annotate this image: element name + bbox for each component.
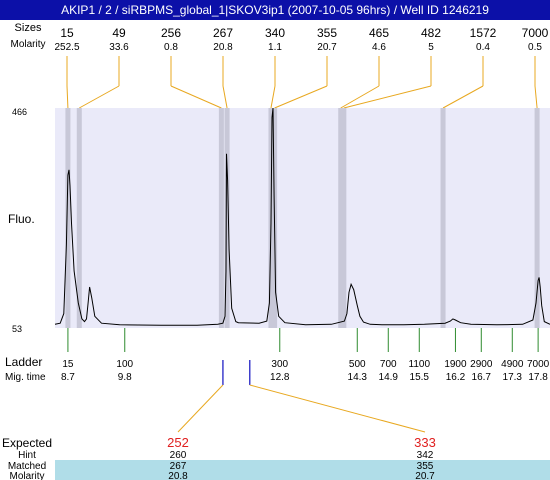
y-axis-label: Fluo. [8, 212, 35, 226]
marker-leader-0 [177, 384, 224, 433]
marker-leader-1 [249, 384, 426, 433]
matched-value-1: 355 [417, 461, 434, 472]
ladder-mig-time-4: 14.9 [379, 372, 399, 383]
ladder-size-8: 4900 [501, 359, 524, 370]
ladder-mig-time-9: 17.8 [528, 372, 548, 383]
ladder-size-7: 2900 [470, 359, 493, 370]
ladder-entries: 15 8.7 100 9.8 300 12.8 500 14.3 700 14.9 1100 15.5… [61, 328, 550, 383]
peak-size-5: 355 [317, 26, 337, 40]
ladder-mig-time-8: 17.3 [503, 372, 523, 383]
ladder-size-0: 15 [62, 359, 74, 370]
peak-molarity-1: 33.6 [109, 42, 129, 53]
ladder-section: Ladder Mig. time 15 8.7 100 9.8 300 12.8 500 14… [5, 328, 550, 383]
ladder-size-6: 1900 [444, 359, 467, 370]
y-axis: 466 53 Fluo. [8, 107, 35, 334]
electropherogram-chart: Sizes Molarity 15252.54933.62560.826720.… [2, 22, 550, 480]
sizes-label: Sizes [15, 22, 42, 34]
plot-area [54, 107, 550, 328]
y-tick-max: 466 [12, 107, 27, 117]
ladder-mig-time-2: 12.8 [270, 372, 290, 383]
peak-leader-lines [66, 56, 538, 109]
molarity-value-0: 20.8 [168, 471, 188, 480]
peak-line-diag-5 [274, 85, 328, 109]
peak-size-8: 1572 [470, 26, 497, 40]
peak-molarity-0: 252.5 [54, 42, 79, 53]
peak-size-6: 465 [369, 26, 389, 40]
peak-molarity-8: 0.4 [476, 42, 490, 53]
ladder-mig-time-3: 14.3 [348, 372, 368, 383]
window-title: AKIP1 / 2 / siRBPMS_global_1|SKOV3ip1 (2… [0, 0, 550, 20]
ladder-size-1: 100 [116, 359, 133, 370]
peak-size-1: 49 [112, 26, 126, 40]
y-tick-min: 53 [12, 324, 22, 334]
peak-line-diag-2 [170, 85, 222, 109]
ladder-mig-time-5: 15.5 [410, 372, 430, 383]
mig-time-label: Mig. time [5, 372, 46, 383]
peak-line-diag-4 [270, 85, 276, 109]
marker-lines [177, 360, 426, 433]
peak-band-3 [224, 108, 230, 328]
peak-band-7 [341, 108, 347, 328]
molarity-row-background [55, 470, 550, 480]
peak-molarity-4: 1.1 [268, 42, 282, 53]
ladder-size-9: 7000 [527, 359, 550, 370]
header-labels: Sizes Molarity [10, 22, 45, 50]
peak-molarity-6: 4.6 [372, 42, 386, 53]
ladder-mig-time-6: 16.2 [446, 372, 466, 383]
peak-line-diag-6 [340, 85, 380, 109]
peak-size-2: 256 [161, 26, 181, 40]
peak-size-3: 267 [213, 26, 233, 40]
matched-row-background [55, 460, 550, 470]
ladder-label: Ladder [5, 355, 42, 369]
hint-value-1: 342 [417, 450, 434, 461]
bottom-molarity-label: Molarity [9, 471, 44, 480]
peak-line-diag-3 [222, 85, 228, 109]
peak-molarity-7: 5 [428, 42, 434, 53]
trace-line [54, 107, 550, 326]
ladder-size-4: 700 [380, 359, 397, 370]
ladder-size-5: 1100 [409, 359, 431, 370]
molarity-label: Molarity [10, 39, 45, 50]
ladder-size-2: 300 [271, 359, 288, 370]
ladder-mig-time-0: 8.7 [61, 372, 75, 383]
plot-background [55, 108, 550, 328]
peak-molarity-5: 20.7 [317, 42, 337, 53]
peak-molarity-9: 0.5 [528, 42, 542, 53]
expected-value-0: 252 [167, 435, 189, 450]
peak-band-0 [65, 108, 71, 328]
ladder-size-3: 500 [349, 359, 366, 370]
peak-band-9 [534, 108, 540, 328]
match-table: Expected Hint Matched Molarity 252260267… [2, 435, 550, 480]
peak-band-6 [338, 108, 344, 328]
ladder-mig-time-1: 9.8 [118, 372, 132, 383]
peak-band-8 [440, 108, 446, 328]
peak-line-diag-1 [79, 85, 120, 109]
peak-band-2 [218, 108, 224, 328]
ladder-mig-time-7: 16.7 [472, 372, 492, 383]
peak-size-9: 7000 [522, 26, 549, 40]
peak-line-diag-0 [66, 85, 69, 109]
peak-size-7: 482 [421, 26, 441, 40]
peak-line-diag-7 [343, 85, 432, 109]
peak-band-1 [76, 108, 82, 328]
peak-molarity-3: 20.8 [213, 42, 233, 53]
expected-value-1: 333 [414, 435, 436, 450]
molarity-value-1: 20.7 [415, 471, 435, 480]
peak-size-0: 15 [60, 26, 74, 40]
peak-size-4: 340 [265, 26, 285, 40]
matched-value-0: 267 [170, 461, 187, 472]
matched-label: Matched [8, 461, 46, 472]
expected-label: Expected [2, 436, 52, 450]
peak-molarity-2: 0.8 [164, 42, 178, 53]
peak-table: 15 252.5 49 33.6 256 0.8 267 20.8 340 1.1 355 20.7 4… [54, 26, 548, 53]
peak-line-diag-9 [534, 85, 538, 109]
hint-value-0: 260 [170, 450, 187, 461]
hint-label: Hint [18, 450, 36, 461]
peak-line-diag-8 [442, 85, 484, 109]
